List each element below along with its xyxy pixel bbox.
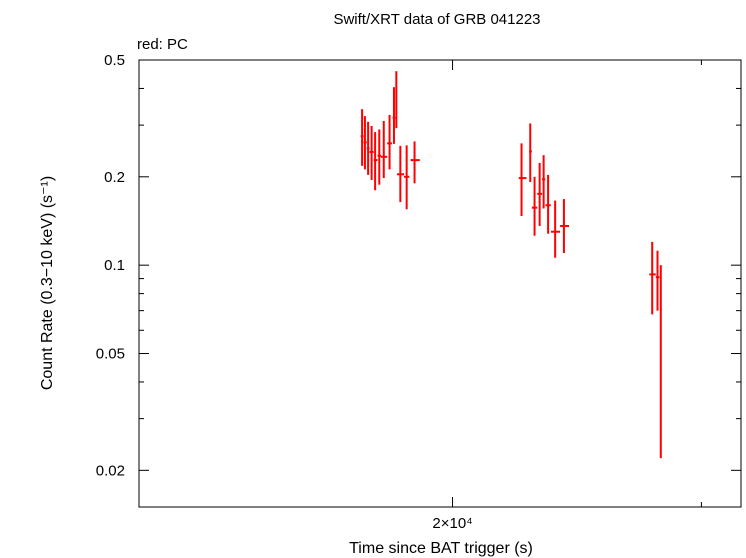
plot-frame xyxy=(138,59,742,508)
y-tick-label: 0.02 xyxy=(96,462,125,479)
data-point xyxy=(560,199,570,254)
data-point xyxy=(392,87,396,144)
data-point xyxy=(366,121,370,175)
y-axis-label: Count Rate (0.3−10 keV) (s⁻¹) xyxy=(39,176,56,390)
data-point xyxy=(531,176,538,236)
data-point xyxy=(659,265,662,459)
data-point xyxy=(373,132,378,191)
chart-title: Swift/XRT data of GRB 041223 xyxy=(333,11,540,28)
data-point xyxy=(545,174,551,234)
y-tick-label: 0.2 xyxy=(104,169,125,186)
data-point xyxy=(537,162,543,226)
data-points xyxy=(360,71,662,459)
data-point xyxy=(649,241,656,315)
data-point xyxy=(395,71,398,129)
data-point xyxy=(377,129,382,185)
x-tick-label: 2×10⁴ xyxy=(432,515,472,532)
data-point xyxy=(529,123,532,183)
data-point xyxy=(404,145,410,210)
data-point xyxy=(369,125,374,181)
data-point xyxy=(550,200,561,258)
y-tick-label: 0.05 xyxy=(96,346,125,363)
data-point xyxy=(363,116,367,170)
y-tick-label: 0.5 xyxy=(104,52,125,69)
data-point xyxy=(542,155,546,209)
chart-subtitle: red: PC xyxy=(137,36,188,53)
x-axis-label: Time since BAT trigger (s) xyxy=(349,540,533,557)
data-point xyxy=(655,250,660,311)
axis-ticks: 0.5 0.2 0.1 0.05 0.02 2×10⁴ xyxy=(96,52,741,532)
data-point xyxy=(387,114,392,170)
y-tick-label: 0.1 xyxy=(104,257,125,274)
data-point xyxy=(381,120,388,179)
data-point xyxy=(396,145,405,203)
data-point xyxy=(360,109,364,166)
data-point xyxy=(410,141,420,184)
data-point xyxy=(518,143,527,217)
